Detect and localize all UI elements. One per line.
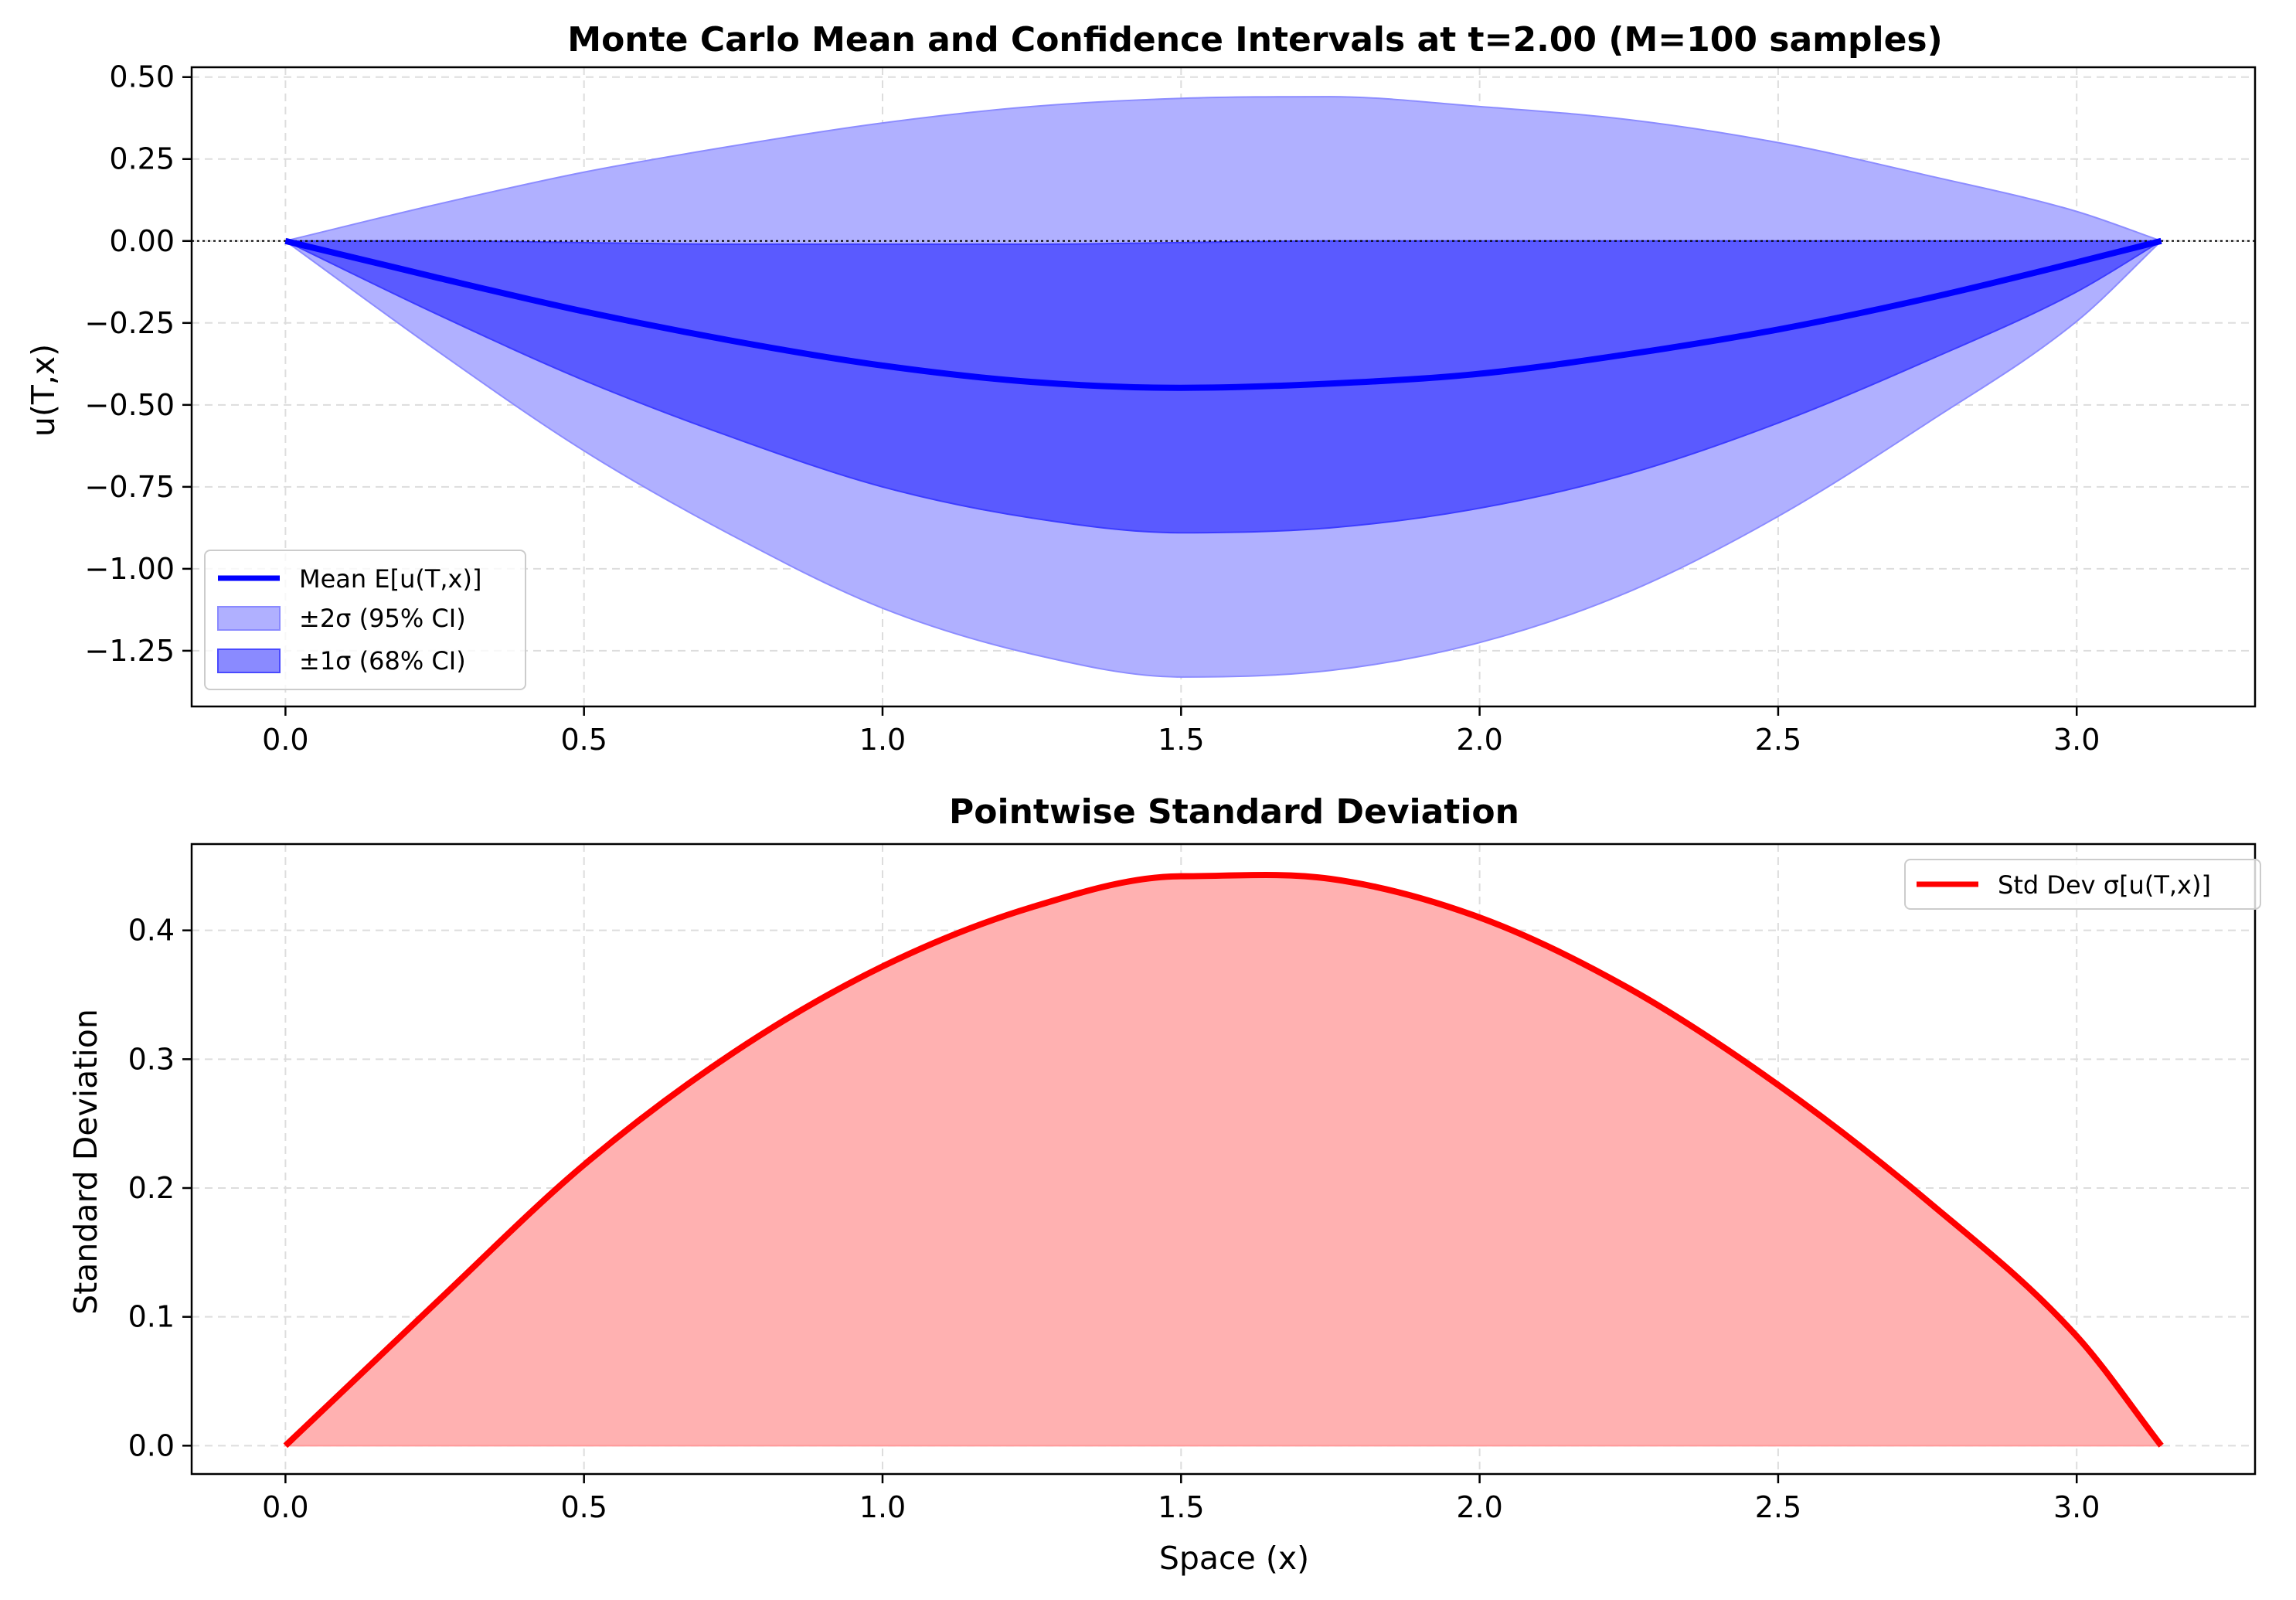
- std-dev-x-tick-label: 0.0: [262, 1490, 308, 1524]
- mean-line: [284, 237, 2162, 391]
- mean-ci-x-tick-label: 2.5: [1755, 723, 1801, 757]
- mean-ci-panel: Monte Carlo Mean and Confidence Interval…: [25, 20, 2257, 757]
- std-dev-x-axis-label: Space (x): [1159, 1540, 1309, 1577]
- mean-ci-y-tick-label: 0.25: [109, 142, 175, 176]
- mean-ci-plot-area: [192, 96, 2255, 678]
- legend-swatch-1sigma: [217, 649, 281, 673]
- mean-ci-y-tick-label: −1.00: [85, 552, 175, 586]
- mean-ci-x-tick-label: 1.5: [1158, 723, 1204, 757]
- legend-label-std: Std Dev σ[u(T,x)]: [1998, 870, 2211, 900]
- std-dev-title: Pointwise Standard Deviation: [949, 792, 1519, 832]
- std-dev-y-axis: 0.0 0.1 0.2 0.3 0.4: [128, 914, 192, 1462]
- std-dev-axes-frame: [190, 843, 2257, 1476]
- mean-ci-axes-frame: [190, 66, 2257, 708]
- mean-ci-x-tick-label: 2.0: [1456, 723, 1502, 757]
- mean-ci-x-tick-label: 3.0: [2053, 723, 2100, 757]
- std-dev-y-tick-label: 0.4: [128, 914, 175, 948]
- mean-ci-x-tick-label: 0.0: [262, 723, 308, 757]
- std-dev-x-tick-label: 2.0: [1456, 1490, 1502, 1524]
- std-dev-plot-area: [283, 871, 2164, 1449]
- mean-ci-y-axis-label: u(T,x): [25, 344, 62, 437]
- std-dev-x-axis: 0.0 0.5 1.0 1.5 2.0 2.5 3.0: [262, 1474, 2100, 1524]
- mean-ci-x-tick-label: 1.0: [859, 723, 906, 757]
- mean-ci-x-tick-label: 0.5: [560, 723, 607, 757]
- std-dev-y-tick-label: 0.1: [128, 1300, 175, 1334]
- legend-label-1sigma: ±1σ (68% CI): [299, 646, 466, 676]
- legend-label-2sigma: ±2σ (95% CI): [299, 604, 466, 633]
- std-dev-x-tick-label: 2.5: [1755, 1490, 1801, 1524]
- legend-swatch-2sigma: [217, 606, 281, 631]
- std-dev-y-tick-label: 0.0: [128, 1428, 175, 1462]
- mean-ci-y-tick-label: −0.75: [85, 470, 175, 504]
- mean-ci-y-tick-label: 0.50: [109, 60, 175, 94]
- mean-ci-title: Monte Carlo Mean and Confidence Interval…: [567, 20, 1942, 60]
- std-dev-y-tick-label: 0.2: [128, 1171, 175, 1205]
- legend-box: [204, 550, 526, 690]
- legend-label-mean: Mean E[u(T,x)]: [299, 564, 481, 594]
- std-dev-legend: Std Dev σ[u(T,x)]: [1904, 859, 2261, 910]
- mean-ci-y-tick-label: 0.00: [109, 224, 175, 258]
- mean-ci-x-axis: 0.0 0.5 1.0 1.5 2.0 2.5 3.0: [262, 706, 2100, 757]
- mean-ci-y-tick-label: −1.25: [85, 634, 175, 668]
- std-dev-y-axis-label: Standard Deviation: [67, 1009, 104, 1315]
- mean-ci-y-tick-label: −0.25: [85, 306, 175, 340]
- std-dev-x-tick-label: 0.5: [560, 1490, 607, 1524]
- mean-ci-legend: Mean E[u(T,x)] ±2σ (95% CI) ±1σ (68% CI): [204, 550, 526, 690]
- std-dev-x-tick-label: 1.0: [859, 1490, 906, 1524]
- std-dev-panel: Pointwise Standard Deviation 0.0 0.5 1.0 1.…: [67, 792, 2261, 1577]
- std-dev-x-tick-label: 3.0: [2053, 1490, 2100, 1524]
- legend-box: [1904, 859, 2261, 910]
- mean-ci-y-axis: 0.50 0.25 0.00 −0.25 −0.50 −0.75 −1.00 −1.25: [85, 60, 192, 668]
- std-dev-line: [283, 871, 2164, 1449]
- mean-ci-y-tick-label: −0.50: [85, 388, 175, 422]
- std-dev-y-tick-label: 0.3: [128, 1042, 175, 1076]
- std-dev-x-tick-label: 1.5: [1158, 1490, 1204, 1524]
